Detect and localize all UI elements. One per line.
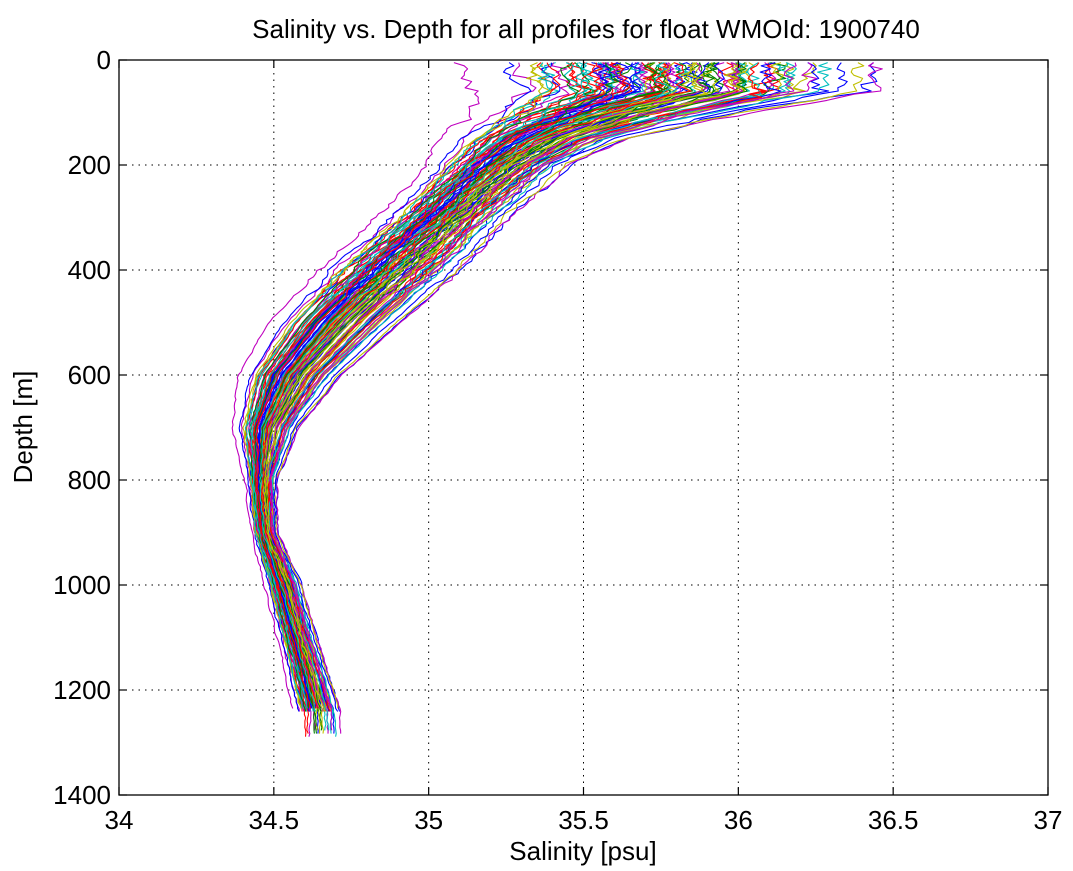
salinity-profile-line (262, 62, 698, 709)
y-tick-label: 1400 (53, 780, 111, 810)
salinity-profile-line (268, 62, 784, 709)
x-tick-label: 37 (1034, 805, 1063, 835)
salinity-profile-line (258, 62, 671, 712)
salinity-profile-line (259, 62, 662, 734)
salinity-profile-line (257, 62, 646, 712)
salinity-profile-line (262, 62, 710, 731)
salinity-profile-line (261, 62, 704, 734)
salinity-profile-line (257, 62, 641, 709)
salinity-profile-line (238, 62, 532, 712)
salinity-profile-line (258, 62, 663, 731)
y-tick-label: 200 (68, 150, 111, 180)
y-tick-label: 1000 (53, 570, 111, 600)
salinity-profile-line (265, 62, 740, 712)
salinity-profile-line (259, 62, 667, 734)
salinity-profile-line (253, 62, 605, 734)
salinity-profile-line (268, 62, 762, 731)
salinity-profile-line (271, 62, 832, 737)
x-axis-title: Salinity [psu] (509, 836, 656, 866)
y-tick-label: 1200 (53, 675, 111, 705)
salinity-profile-line (260, 62, 669, 709)
y-tick-label: 400 (68, 255, 111, 285)
y-tick-label: 600 (68, 360, 111, 390)
salinity-profile-line (250, 62, 594, 709)
salinity-profile-line (273, 62, 865, 709)
salinity-profile-line (273, 62, 848, 712)
salinity-profile-line (255, 62, 631, 709)
y-tick-label: 0 (97, 45, 111, 75)
x-tick-label: 35 (414, 805, 443, 835)
y-tick-label: 800 (68, 465, 111, 495)
salinity-profile-line (242, 62, 552, 709)
salinity-profile-line (244, 62, 546, 709)
salinity-profile-line (268, 62, 787, 709)
profile-lines (231, 62, 883, 737)
salinity-profile-line (265, 62, 744, 709)
salinity-profile-line (259, 62, 671, 709)
salinity-profile-line (231, 62, 480, 709)
salinity-profile-line (275, 62, 883, 734)
chart-title: Salinity vs. Depth for all profiles for … (252, 14, 920, 44)
salinity-profile-line (262, 62, 698, 709)
salinity-profile-line (263, 62, 709, 734)
x-tick-label: 35.5 (558, 805, 609, 835)
grid-lines (119, 60, 1048, 795)
axis-ticks: 34 34.5 35 35.5 36 36.5 37 0 200 400 600 800 1000 120… (53, 45, 1062, 835)
salinity-profile-line (271, 62, 830, 734)
salinity-profile-line (261, 62, 692, 709)
salinity-profile-line (255, 62, 625, 712)
salinity-profile-line (266, 62, 745, 709)
salinity-profile-line (268, 62, 764, 712)
salinity-profile-line (254, 62, 620, 709)
y-axis-title: Depth [m] (8, 371, 38, 484)
x-tick-label: 34 (105, 805, 134, 835)
salinity-profile-line (270, 62, 818, 709)
x-tick-label: 36 (724, 805, 753, 835)
salinity-profile-line (269, 62, 785, 709)
salinity-profile-line (260, 62, 672, 709)
salinity-profile-line (258, 62, 672, 712)
salinity-profile-line (244, 62, 554, 709)
x-tick-label: 36.5 (868, 805, 919, 835)
x-tick-label: 34.5 (249, 805, 300, 835)
